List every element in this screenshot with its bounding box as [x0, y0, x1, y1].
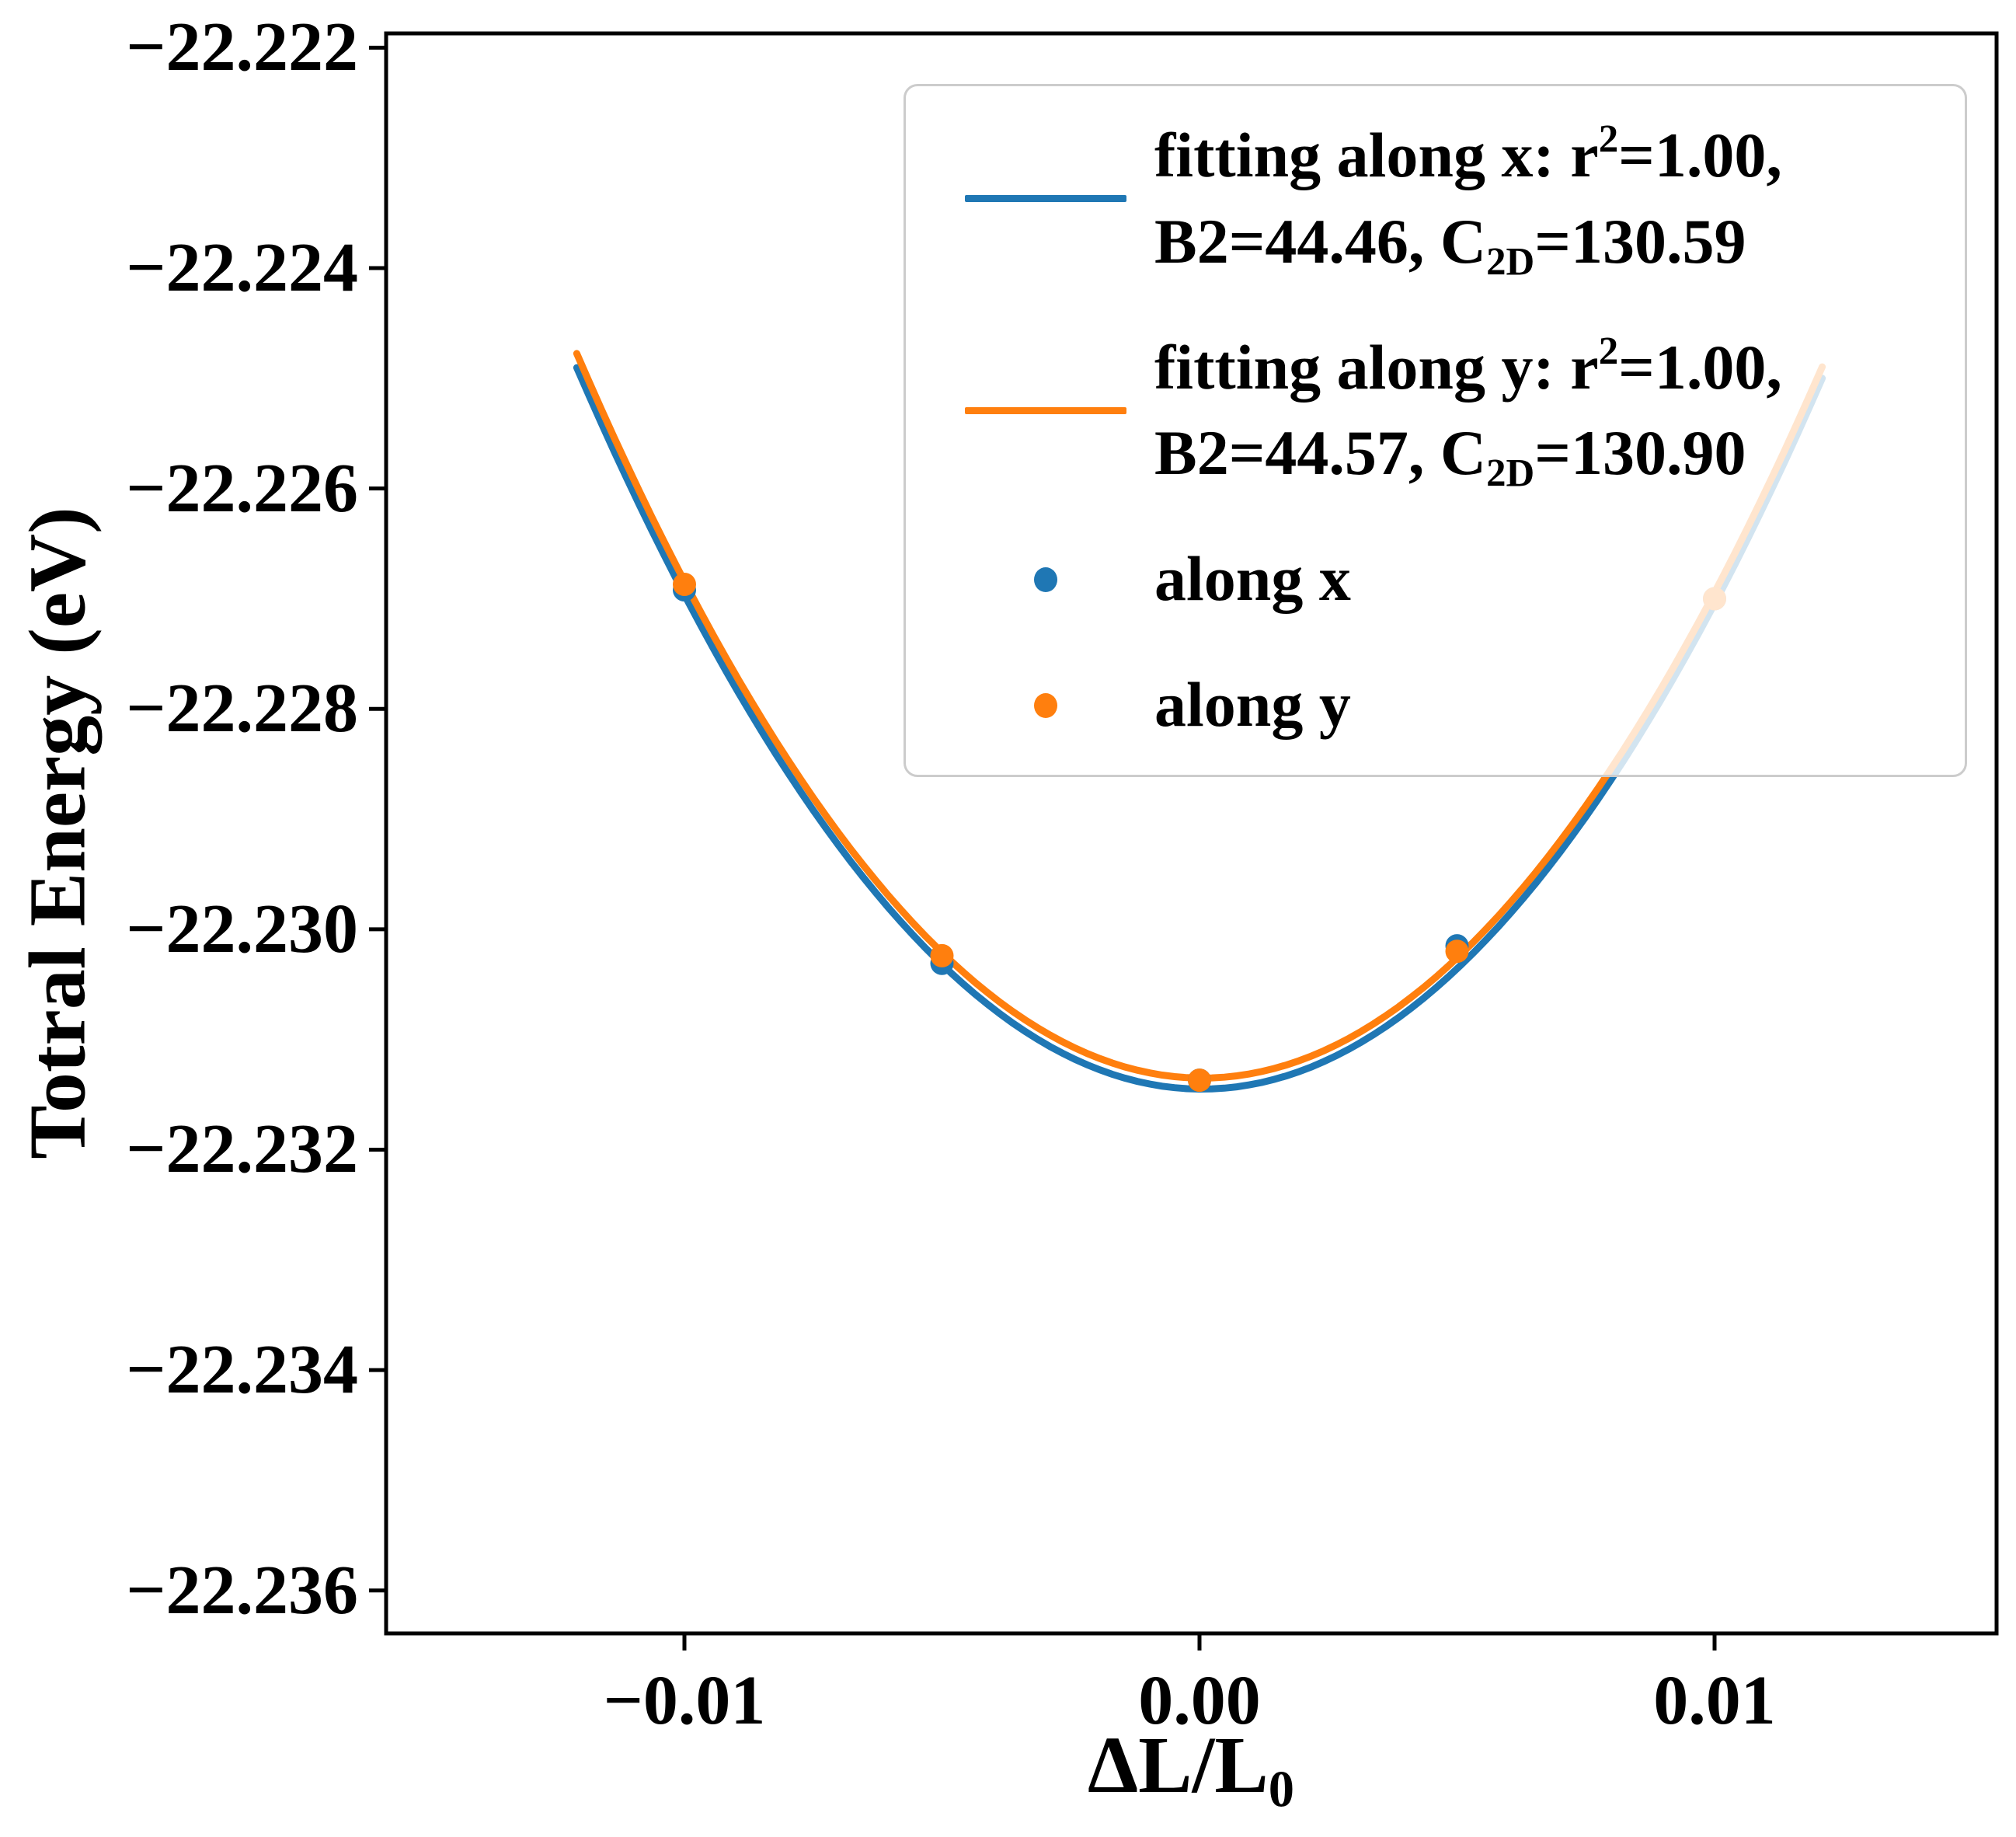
data-point-along-y — [1188, 1068, 1211, 1093]
legend-text-part: fitting along y: r — [1154, 331, 1599, 403]
y-tick-label: −22.226 — [126, 449, 358, 527]
legend-entry-along-y: along y — [937, 662, 1934, 748]
legend-entry-fit-x: fitting along x: r2=1.00, B2=44.46, C2D=1… — [937, 113, 1934, 284]
x-tick-label: 0.01 — [1653, 1662, 1776, 1739]
y-tick-label: −22.228 — [126, 670, 358, 748]
x-axis-label-subscript: 0 — [1268, 1761, 1295, 1818]
legend-text-sub: 2D — [1486, 451, 1535, 495]
y-axis-label: Totral Energy (eV) — [12, 507, 103, 1159]
data-point-along-y — [1445, 939, 1469, 964]
data-point-along-y — [930, 943, 954, 967]
legend-handle-box — [937, 566, 1154, 592]
legend-label-fit-x: fitting along x: r2=1.00, B2=44.46, C2D=1… — [1154, 113, 1782, 284]
legend-label-fit-y: fitting along y: r2=1.00, B2=44.57, C2D=1… — [1154, 325, 1782, 497]
legend-text-part: B2=44.57, C — [1154, 417, 1487, 489]
y-tick-label: −22.222 — [126, 9, 358, 86]
legend-text-part: B2=44.46, C — [1154, 205, 1487, 277]
legend-label-along-y: along y — [1154, 669, 1351, 741]
along-y-marker-icon — [1034, 692, 1057, 718]
axes-spines — [384, 31, 1999, 1636]
x-axis-label-main: ΔL/L — [1087, 1720, 1269, 1810]
x-tick-label: 0.00 — [1138, 1662, 1261, 1739]
y-tick-label: −22.234 — [126, 1331, 358, 1409]
x-tick-label: −0.01 — [603, 1662, 766, 1739]
legend-text-sub: 2D — [1486, 239, 1535, 283]
x-axis-label: ΔL/L0 — [1088, 1719, 1294, 1820]
legend-text-sup: 2 — [1598, 329, 1619, 373]
legend-text-part: =130.59 — [1534, 205, 1746, 277]
legend-handle-box — [937, 692, 1154, 718]
y-tick-label: −22.236 — [126, 1551, 358, 1629]
legend-text-part: =1.00, — [1618, 120, 1782, 190]
legend: fitting along x: r2=1.00, B2=44.46, C2D=1… — [904, 84, 1967, 777]
legend-entry-along-x: along x — [937, 536, 1934, 622]
along-x-marker-icon — [1034, 566, 1057, 592]
legend-label-along-x: along x — [1154, 543, 1351, 615]
legend-text-sup: 2 — [1598, 117, 1619, 161]
legend-text-part: =1.00, — [1618, 331, 1782, 403]
legend-handle-box — [937, 406, 1154, 414]
y-tick-label: −22.232 — [126, 1110, 358, 1188]
fit-y-line-icon — [965, 406, 1126, 414]
legend-entry-fit-y: fitting along y: r2=1.00, B2=44.57, C2D=1… — [937, 325, 1934, 497]
y-tick-label: −22.230 — [126, 890, 358, 967]
legend-handle-box — [937, 195, 1154, 203]
data-point-along-y — [673, 573, 696, 596]
legend-text-part: fitting along x: r — [1154, 120, 1599, 190]
y-tick-label: −22.224 — [126, 229, 358, 307]
fit-x-line-icon — [965, 195, 1126, 203]
legend-text-part: =130.90 — [1534, 417, 1746, 489]
